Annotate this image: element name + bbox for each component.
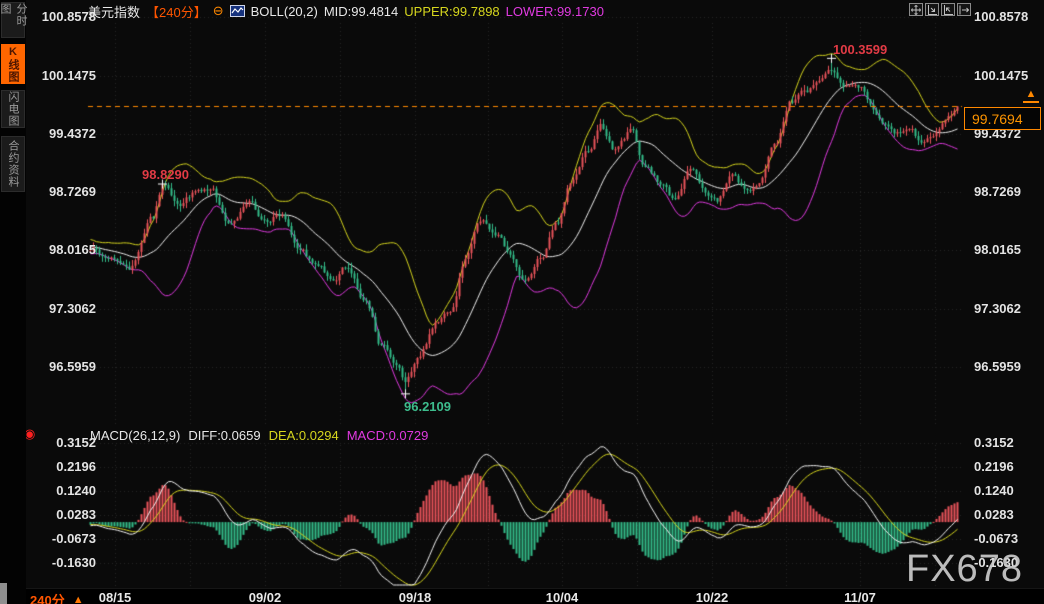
- zoom-x-icon[interactable]: [941, 3, 955, 16]
- zoom-y-icon[interactable]: [925, 3, 939, 16]
- sidebar-tab-2[interactable]: K线图: [1, 44, 25, 84]
- price-tick-left: 98.7269: [49, 184, 96, 199]
- price-tick-right: 100.1475: [974, 68, 1029, 83]
- price-tick-right: 100.8578: [974, 9, 1029, 24]
- price-tick-right: 97.3062: [974, 301, 1021, 316]
- macd-header: MACD(26,12,9) DIFF:0.0659 DEA:0.0294 MAC…: [90, 427, 428, 443]
- macd-dea-value: DEA:0.0294: [268, 427, 339, 443]
- price-tick-left: 97.3062: [49, 301, 96, 316]
- price-tick-right: 98.7269: [974, 184, 1021, 199]
- sidebar-tab-3[interactable]: 闪电图: [1, 90, 25, 128]
- date-tick: 09/18: [398, 590, 432, 604]
- boll-lower-value: LOWER:99.1730: [505, 3, 604, 19]
- price-up-marker-icon: ▲: [1023, 88, 1039, 103]
- macd-tick-right: 0.3152: [974, 435, 1014, 450]
- last-price-badge: 99.7694: [964, 107, 1041, 130]
- boll-label: BOLL(20,2): [250, 3, 318, 19]
- price-tick-right: 96.5959: [974, 359, 1021, 374]
- annotation-low: 96.2109: [404, 399, 451, 414]
- macd-tick-left: 0.2196: [56, 459, 96, 474]
- date-tick: 10/22: [695, 590, 729, 604]
- macd-tick-right: -0.1630: [974, 555, 1019, 570]
- sidebar: 分时图 K线图闪电图合约资料: [0, 0, 27, 604]
- interval-label: 【240分】: [146, 4, 207, 20]
- macd-tick-left: 0.3152: [56, 435, 96, 450]
- macd-tick-left: 0.1240: [56, 483, 96, 498]
- chart-toolbar: [909, 3, 971, 16]
- date-tick: 10/04: [545, 590, 579, 604]
- price-tick-left: 96.5959: [49, 359, 96, 374]
- sidebar-tab-1[interactable]: 分时图: [0, 2, 27, 38]
- annotation-left-high: 98.8290: [142, 167, 189, 182]
- live-indicator-icon: ◉: [24, 426, 36, 441]
- time-axis-bar: 240分 ▲ 08/15 09/02 09/18 10/04 10/22 11/07: [0, 588, 1044, 604]
- macd-tick-right: 0.0283: [974, 507, 1014, 522]
- period-dropdown-icon: ▲: [72, 593, 84, 604]
- date-tick: 11/07: [844, 590, 876, 604]
- reset-zoom-icon[interactable]: [957, 3, 971, 16]
- date-tick: 08/15: [98, 590, 132, 604]
- window-grip: [0, 583, 7, 604]
- macd-tick-right: -0.0673: [974, 531, 1019, 546]
- boll-mid-value: MID:99.4814: [323, 3, 399, 19]
- macd-hist-value: MACD:0.0729: [346, 427, 429, 443]
- macd-tick-right: 0.2196: [974, 459, 1014, 474]
- macd-diff-value: DIFF:0.0659: [188, 427, 261, 443]
- sidebar-tab-4[interactable]: 合约资料: [1, 136, 25, 192]
- chart-header: 美元指数 【240分】 ⊖ BOLL(20,2) MID:99.4814 UPP…: [88, 2, 604, 20]
- price-tick-right: 98.0165: [974, 242, 1021, 257]
- period-selector[interactable]: 240分 ▲: [30, 590, 84, 604]
- macd-name: MACD(26,12,9): [90, 427, 181, 443]
- collapse-icon[interactable]: ⊖: [212, 3, 224, 18]
- pan-icon[interactable]: [909, 3, 923, 16]
- macd-tick-right: 0.1240: [974, 483, 1014, 498]
- date-tick: 09/02: [248, 590, 282, 604]
- price-tick-left: 99.4372: [49, 126, 96, 141]
- boll-upper-value: UPPER:99.7898: [404, 3, 500, 19]
- macd-tick-left: -0.1630: [51, 555, 96, 570]
- price-tick-left: 98.0165: [49, 242, 96, 257]
- indicator-chart-icon: [229, 5, 245, 17]
- period-selector-label: 240分: [30, 593, 65, 604]
- macd-tick-left: 0.0283: [56, 507, 96, 522]
- macd-tick-left: -0.0673: [51, 531, 96, 546]
- price-tick-left: 100.8578: [41, 9, 96, 24]
- symbol-title: 美元指数: [88, 4, 141, 20]
- price-tick-left: 100.1475: [41, 68, 96, 83]
- fx678-watermark: FX678: [906, 548, 1023, 590]
- annotation-high: 100.3599: [833, 42, 888, 57]
